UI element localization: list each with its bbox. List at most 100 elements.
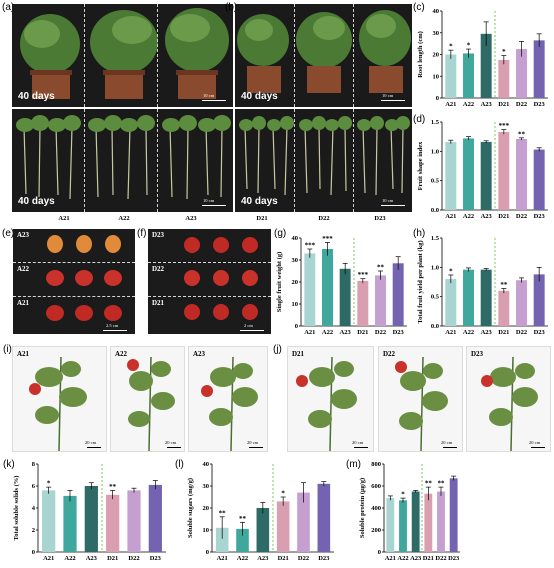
photo-f-fruits: D23 D22 D21 2 cm — [148, 229, 271, 334]
scale-label: 10 cm — [203, 198, 215, 203]
photo-i-plant-a23: A23 20 cm — [188, 346, 268, 452]
bar — [437, 491, 445, 552]
y-tick-label: 1.0 — [431, 264, 439, 271]
chart-label-g: (g) — [274, 228, 287, 239]
x-tick-label: A22 — [463, 213, 474, 220]
divider — [148, 296, 271, 297]
significance-marker: ** — [239, 515, 247, 523]
scale-bar — [354, 447, 368, 448]
plant-label: A21 — [17, 350, 30, 358]
significance-marker: ** — [438, 480, 446, 488]
divider — [13, 296, 135, 297]
group-label: D22 — [318, 215, 330, 222]
x-tick-label: D21 — [357, 329, 368, 336]
day-label: 40 days — [241, 196, 278, 207]
scale-label: 20 cm — [247, 440, 259, 445]
bar — [322, 249, 333, 326]
plant-image — [29, 356, 87, 451]
bar — [399, 500, 407, 552]
bar — [411, 491, 420, 552]
row-label: D23 — [152, 231, 165, 239]
x-tick-label: D22 — [298, 555, 309, 562]
y-tick-label: 10 — [203, 527, 210, 534]
photo-i-plant-a22: A22 20 cm — [110, 346, 185, 452]
significance-marker: * — [449, 267, 453, 275]
y-tick-label: 40 — [203, 461, 210, 468]
x-tick-label: A23 — [340, 329, 352, 336]
y-tick-label: 30 — [292, 257, 299, 264]
y-tick-label: 1.0 — [431, 148, 439, 155]
y-tick-label: 20 — [433, 52, 440, 59]
bar-chart-total-soluble-solids: 0 2 4 6 8 Total soluble solids (%) * A21 A22 A23 *… — [13, 461, 166, 562]
bar — [445, 141, 457, 210]
x-tick-label: D23 — [318, 555, 330, 562]
bar — [42, 490, 56, 552]
day-label: 40 days — [18, 196, 55, 207]
significance-marker: ** — [377, 264, 385, 272]
significance-marker: ** — [425, 480, 433, 488]
fruits-image — [184, 237, 258, 320]
x-tick-label: D21 — [498, 213, 509, 220]
x-tick-label: A22 — [463, 101, 474, 108]
scale-bar — [443, 447, 457, 448]
y-tick-label: 20 — [203, 505, 210, 512]
bar — [127, 490, 141, 552]
y-tick-label: 10 — [292, 301, 299, 308]
bar — [63, 495, 77, 552]
significance-marker: * — [47, 480, 51, 488]
bar-chart-total-fruit-yield: 0.0 0.5 1.0 1.5 Total fruit yield per plant … — [417, 235, 548, 336]
plant-image — [201, 356, 258, 451]
scale-label: 20 cm — [352, 440, 364, 445]
y-tick-label: 0 — [436, 95, 439, 102]
photo-b-seedlings: 40 days 10 cm — [235, 109, 412, 212]
y-tick-label: 0 — [206, 549, 209, 556]
photo-j-plant-d21: D21 20 cm — [287, 346, 374, 452]
bar-chart-soluble-protein: 0 200 400 600 800 Soluble protein (μg/g) A21 * A… — [359, 461, 460, 562]
y-tick-label: 0.5 — [431, 294, 440, 301]
x-tick-label: D23 — [448, 555, 460, 562]
x-tick-label: A23 — [86, 555, 98, 562]
chart-label-d: (d) — [413, 114, 426, 125]
scale-label: 10 cm — [382, 198, 394, 203]
significance-marker: * — [449, 43, 453, 51]
row-label: D22 — [152, 265, 165, 273]
x-tick-label: A21 — [445, 213, 456, 220]
divider — [353, 4, 354, 107]
scale-label: 10 cm — [203, 93, 215, 98]
significance-marker: ** — [109, 483, 117, 491]
panel-label-i: (i) — [3, 344, 12, 355]
x-tick-label: A23 — [410, 555, 422, 562]
panel-label-f: (f) — [137, 228, 147, 239]
photo-j-plant-d23: D23 20 cm — [466, 346, 551, 452]
y-tick-label: 2 — [32, 527, 35, 534]
chart-label-l: (l) — [175, 459, 184, 470]
y-tick-label: 4 — [32, 505, 36, 512]
x-tick-label: A21 — [304, 329, 315, 336]
x-tick-label: D21 — [278, 555, 289, 562]
plant-image — [481, 356, 538, 451]
scale-bar — [381, 100, 405, 101]
plant-image — [127, 356, 175, 451]
y-axis-label: Soluble sugars (mg/g) — [187, 478, 194, 538]
y-tick-label: 400 — [371, 505, 381, 512]
y-tick-label: 8 — [32, 461, 36, 468]
plant-label: D22 — [383, 350, 396, 358]
x-tick-label: D22 — [435, 555, 446, 562]
plant-label: A23 — [193, 350, 206, 358]
divider — [353, 109, 354, 212]
x-tick-label: A22 — [322, 329, 333, 336]
bar-chart-soluble-sugars: 0 10 20 30 40 Soluble sugars (mg/g) ** A21 ** A22… — [187, 461, 334, 562]
significance-marker: ** — [518, 130, 526, 138]
x-tick-label: D21 — [498, 101, 509, 108]
y-tick-label: 40 — [292, 235, 299, 242]
scale-label: 20 cm — [441, 440, 453, 445]
significance-marker: ** — [500, 281, 508, 289]
bar — [463, 138, 474, 210]
group-label: A23 — [185, 215, 197, 222]
bar — [445, 279, 457, 326]
bar — [276, 501, 290, 552]
scale-bar — [167, 447, 181, 448]
divider — [13, 262, 135, 263]
y-axis-label: Root length (cm) — [417, 31, 424, 78]
x-tick-label: A22 — [237, 555, 248, 562]
